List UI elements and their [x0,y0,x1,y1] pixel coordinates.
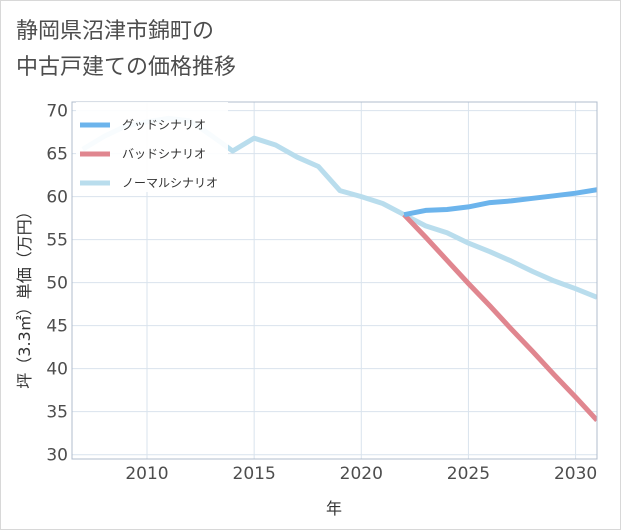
legend-item-label: グッドシナリオ [122,118,206,132]
y-tick-label: 30 [46,446,68,466]
x-tick-label: 2020 [340,464,383,484]
x-tick-label: 2025 [447,464,490,484]
plot-border [71,101,598,460]
page-title-line-2: 中古戸建ての価格推移 [16,55,237,80]
x-tick-label: 2030 [554,464,597,484]
x-tick-label: 2015 [233,464,276,484]
legend-box [76,102,228,192]
y-tick-label: 50 [46,274,68,294]
grid [72,102,597,459]
y-tick-label: 65 [46,145,68,165]
legend-item-label: バッドシナリオ [122,147,206,161]
x-axis-label: 年 [326,499,342,518]
page-title-line-1: 静岡県沼津市錦町の [16,19,215,44]
y-tick-label: 60 [46,188,68,208]
x-tick-label: 2010 [125,464,168,484]
y-tick-label: 70 [46,102,68,122]
page-title: 静岡県沼津市錦町の 中古戸建ての価格推移 [16,14,236,86]
series-line-1 [402,212,597,422]
y-axis-label: 坪（3.3㎡）単価（万円） [15,203,34,388]
y-tick-label: 35 [46,403,68,423]
series-line-0 [403,187,597,218]
legend-item-label: ノーマルシナリオ [122,176,218,190]
y-tick-label: 45 [46,317,68,337]
y-tick-label: 55 [46,231,68,251]
y-tick-label: 40 [46,360,68,380]
tick-labels: 30 35 40 45 50 55 60 65 70 2010 2015 2020 2025 2030 [46,102,597,484]
